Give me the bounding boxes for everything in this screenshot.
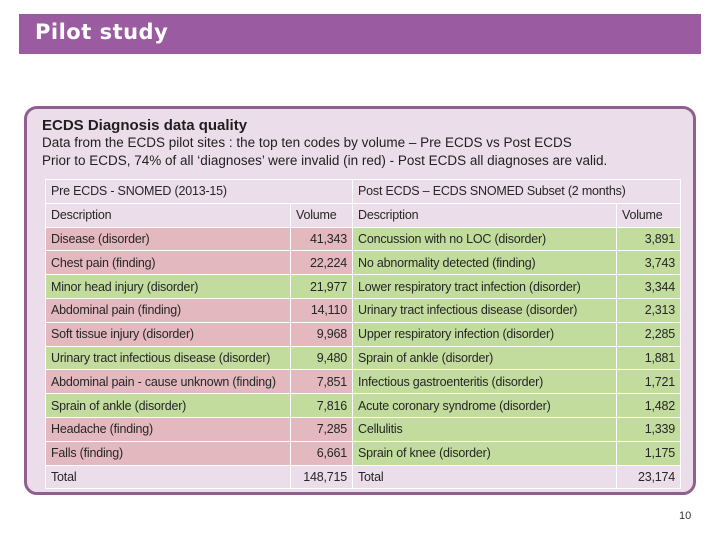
post-volume-cell: 2,285 [616,321,681,347]
post-total-label: Total [352,464,617,490]
pre-description-cell: Falls (finding) [45,440,291,466]
page-number: 10 [679,510,692,522]
post-description-header: Description [352,202,617,228]
post-volume-cell: 1,175 [616,440,681,466]
post-volume-cell: 1,881 [616,345,681,371]
pre-description-cell: Soft tissue injury (disorder) [45,321,291,347]
post-description-cell: Infectious gastroenteritis (disorder) [352,369,617,395]
pre-volume-cell: 41,343 [290,226,353,252]
table-row: Minor head injury (disorder) 21,977 Lower … [45,274,681,299]
table-row: Falls (finding) 6,661 Sprain of knee (diso… [45,440,681,466]
table-row: Disease (disorder) 41,343 Concussion with … [45,226,681,252]
post-description-cell: Upper respiratory infection (disorder) [352,321,617,347]
diagnosis-comparison-table: Pre ECDS - SNOMED (2013-15) Post ECDS – … [45,179,681,490]
pre-description-cell: Headache (finding) [45,416,291,442]
pre-ecds-header: Pre ECDS - SNOMED (2013-15) [45,179,353,204]
pre-volume-cell: 14,110 [290,297,353,323]
post-volume-cell: 3,344 [616,274,681,299]
pre-volume-cell: 22,224 [290,250,353,276]
pre-volume-cell: 7,285 [290,416,353,442]
pre-volume-cell: 6,661 [290,440,353,466]
card-description-line-2: Prior to ECDS, 74% of all ‘diagnoses’ we… [42,153,608,168]
card-description-line-1: Data from the ECDS pilot sites : the top… [42,135,572,150]
table-row: Urinary tract infectious disease (disord… [45,345,681,371]
pre-description-cell: Abdominal pain (finding) [45,297,291,323]
post-volume-cell: 1,482 [616,393,681,418]
slide-title: Pilot study [35,20,169,44]
table-row: Sprain of ankle (disorder) 7,816 Acute cor… [45,393,681,418]
post-description-cell: Acute coronary syndrome (disorder) [352,393,617,418]
pre-description-cell: Chest pain (finding) [45,250,291,276]
table-total-row: Total 148,715 Total 23,174 [45,464,681,490]
post-description-cell: Sprain of ankle (disorder) [352,345,617,371]
pre-total-label: Total [45,464,291,490]
pre-description-cell: Abdominal pain - cause unknown (finding) [45,369,291,395]
post-description-cell: Cellulitis [352,416,617,442]
table-row: Chest pain (finding) 22,224 No abnormality… [45,250,681,276]
post-description-cell: Lower respiratory tract infection (disor… [352,274,617,299]
pre-volume-cell: 7,851 [290,369,353,395]
table-row: Headache (finding) 7,285 Cellulitis 1,339 [45,416,681,442]
pre-total-value: 148,715 [290,464,353,490]
table-row: Soft tissue injury (disorder) 9,968 Upper … [45,321,681,347]
pre-volume-cell: 9,480 [290,345,353,371]
pre-volume-cell: 7,816 [290,393,353,418]
pre-description-cell: Minor head injury (disorder) [45,274,291,299]
slide-title-bar: Pilot study [19,14,701,54]
diagnosis-quality-card: ECDS Diagnosis data quality Data from th… [24,106,696,495]
pre-description-cell: Disease (disorder) [45,226,291,252]
post-ecds-header: Post ECDS – ECDS SNOMED Subset (2 months… [352,179,681,204]
pre-volume-header: Volume [290,202,353,228]
post-description-cell: No abnormality detected (finding) [352,250,617,276]
pre-description-cell: Sprain of ankle (disorder) [45,393,291,418]
post-volume-cell: 1,721 [616,369,681,395]
card-heading: ECDS Diagnosis data quality [42,117,248,134]
pre-description-header: Description [45,202,291,228]
post-total-value: 23,174 [616,464,681,490]
post-volume-cell: 2,313 [616,297,681,323]
post-volume-cell: 3,743 [616,250,681,276]
table-column-header-row: Description Volume Description Volume [45,202,681,228]
pre-volume-cell: 21,977 [290,274,353,299]
pre-description-cell: Urinary tract infectious disease (disord… [45,345,291,371]
post-volume-header: Volume [616,202,681,228]
table-row: Abdominal pain - cause unknown (finding)… [45,369,681,395]
post-volume-cell: 1,339 [616,416,681,442]
pre-volume-cell: 9,968 [290,321,353,347]
post-description-cell: Concussion with no LOC (disorder) [352,226,617,252]
post-description-cell: Sprain of knee (disorder) [352,440,617,466]
post-volume-cell: 3,891 [616,226,681,252]
table-row: Abdominal pain (finding) 14,110 Urinary tr… [45,297,681,323]
post-description-cell: Urinary tract infectious disease (disord… [352,297,617,323]
table-group-header-row: Pre ECDS - SNOMED (2013-15) Post ECDS – … [45,179,681,204]
